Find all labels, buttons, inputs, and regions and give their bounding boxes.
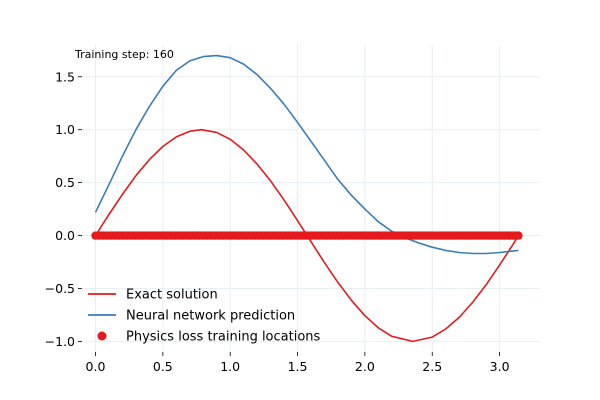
training-step-annotation: Training step: 160	[74, 48, 174, 61]
x-tick-label: 0.0	[86, 359, 106, 374]
x-tick-label: 1.5	[288, 359, 308, 374]
x-tick-label: 2.0	[355, 359, 375, 374]
y-tick-label: −1.0	[45, 334, 75, 349]
x-tick-label: 0.5	[153, 359, 173, 374]
legend-label: Neural network prediction	[126, 309, 295, 324]
series-layer	[91, 54, 523, 343]
y-tick-label: −0.5	[45, 281, 75, 296]
series-line-0	[94, 128, 520, 343]
x-tick-label: 1.0	[220, 359, 240, 374]
legend-swatch	[97, 331, 107, 341]
y-tick-label: 1.0	[55, 122, 75, 137]
y-tick-label: 1.5	[55, 69, 75, 84]
legend: Exact solution Neural network prediction P…	[88, 288, 321, 345]
x-tick-label: 2.5	[422, 359, 442, 374]
y-tick-label: 0.5	[55, 175, 75, 190]
y-axis: −1.0 −0.5 0.0 0.5 1.0 1.5	[45, 69, 82, 349]
series-line-1	[94, 54, 519, 255]
x-axis: 0.0 0.5 1.0 1.5 2.0 2.5 3.0	[86, 352, 510, 374]
x-tick-label: 3.0	[490, 359, 510, 374]
legend-label: Exact solution	[126, 288, 218, 303]
y-tick-label: 0.0	[55, 228, 75, 243]
legend-label: Physics loss training locations	[126, 330, 321, 345]
scatter-point	[514, 231, 523, 240]
